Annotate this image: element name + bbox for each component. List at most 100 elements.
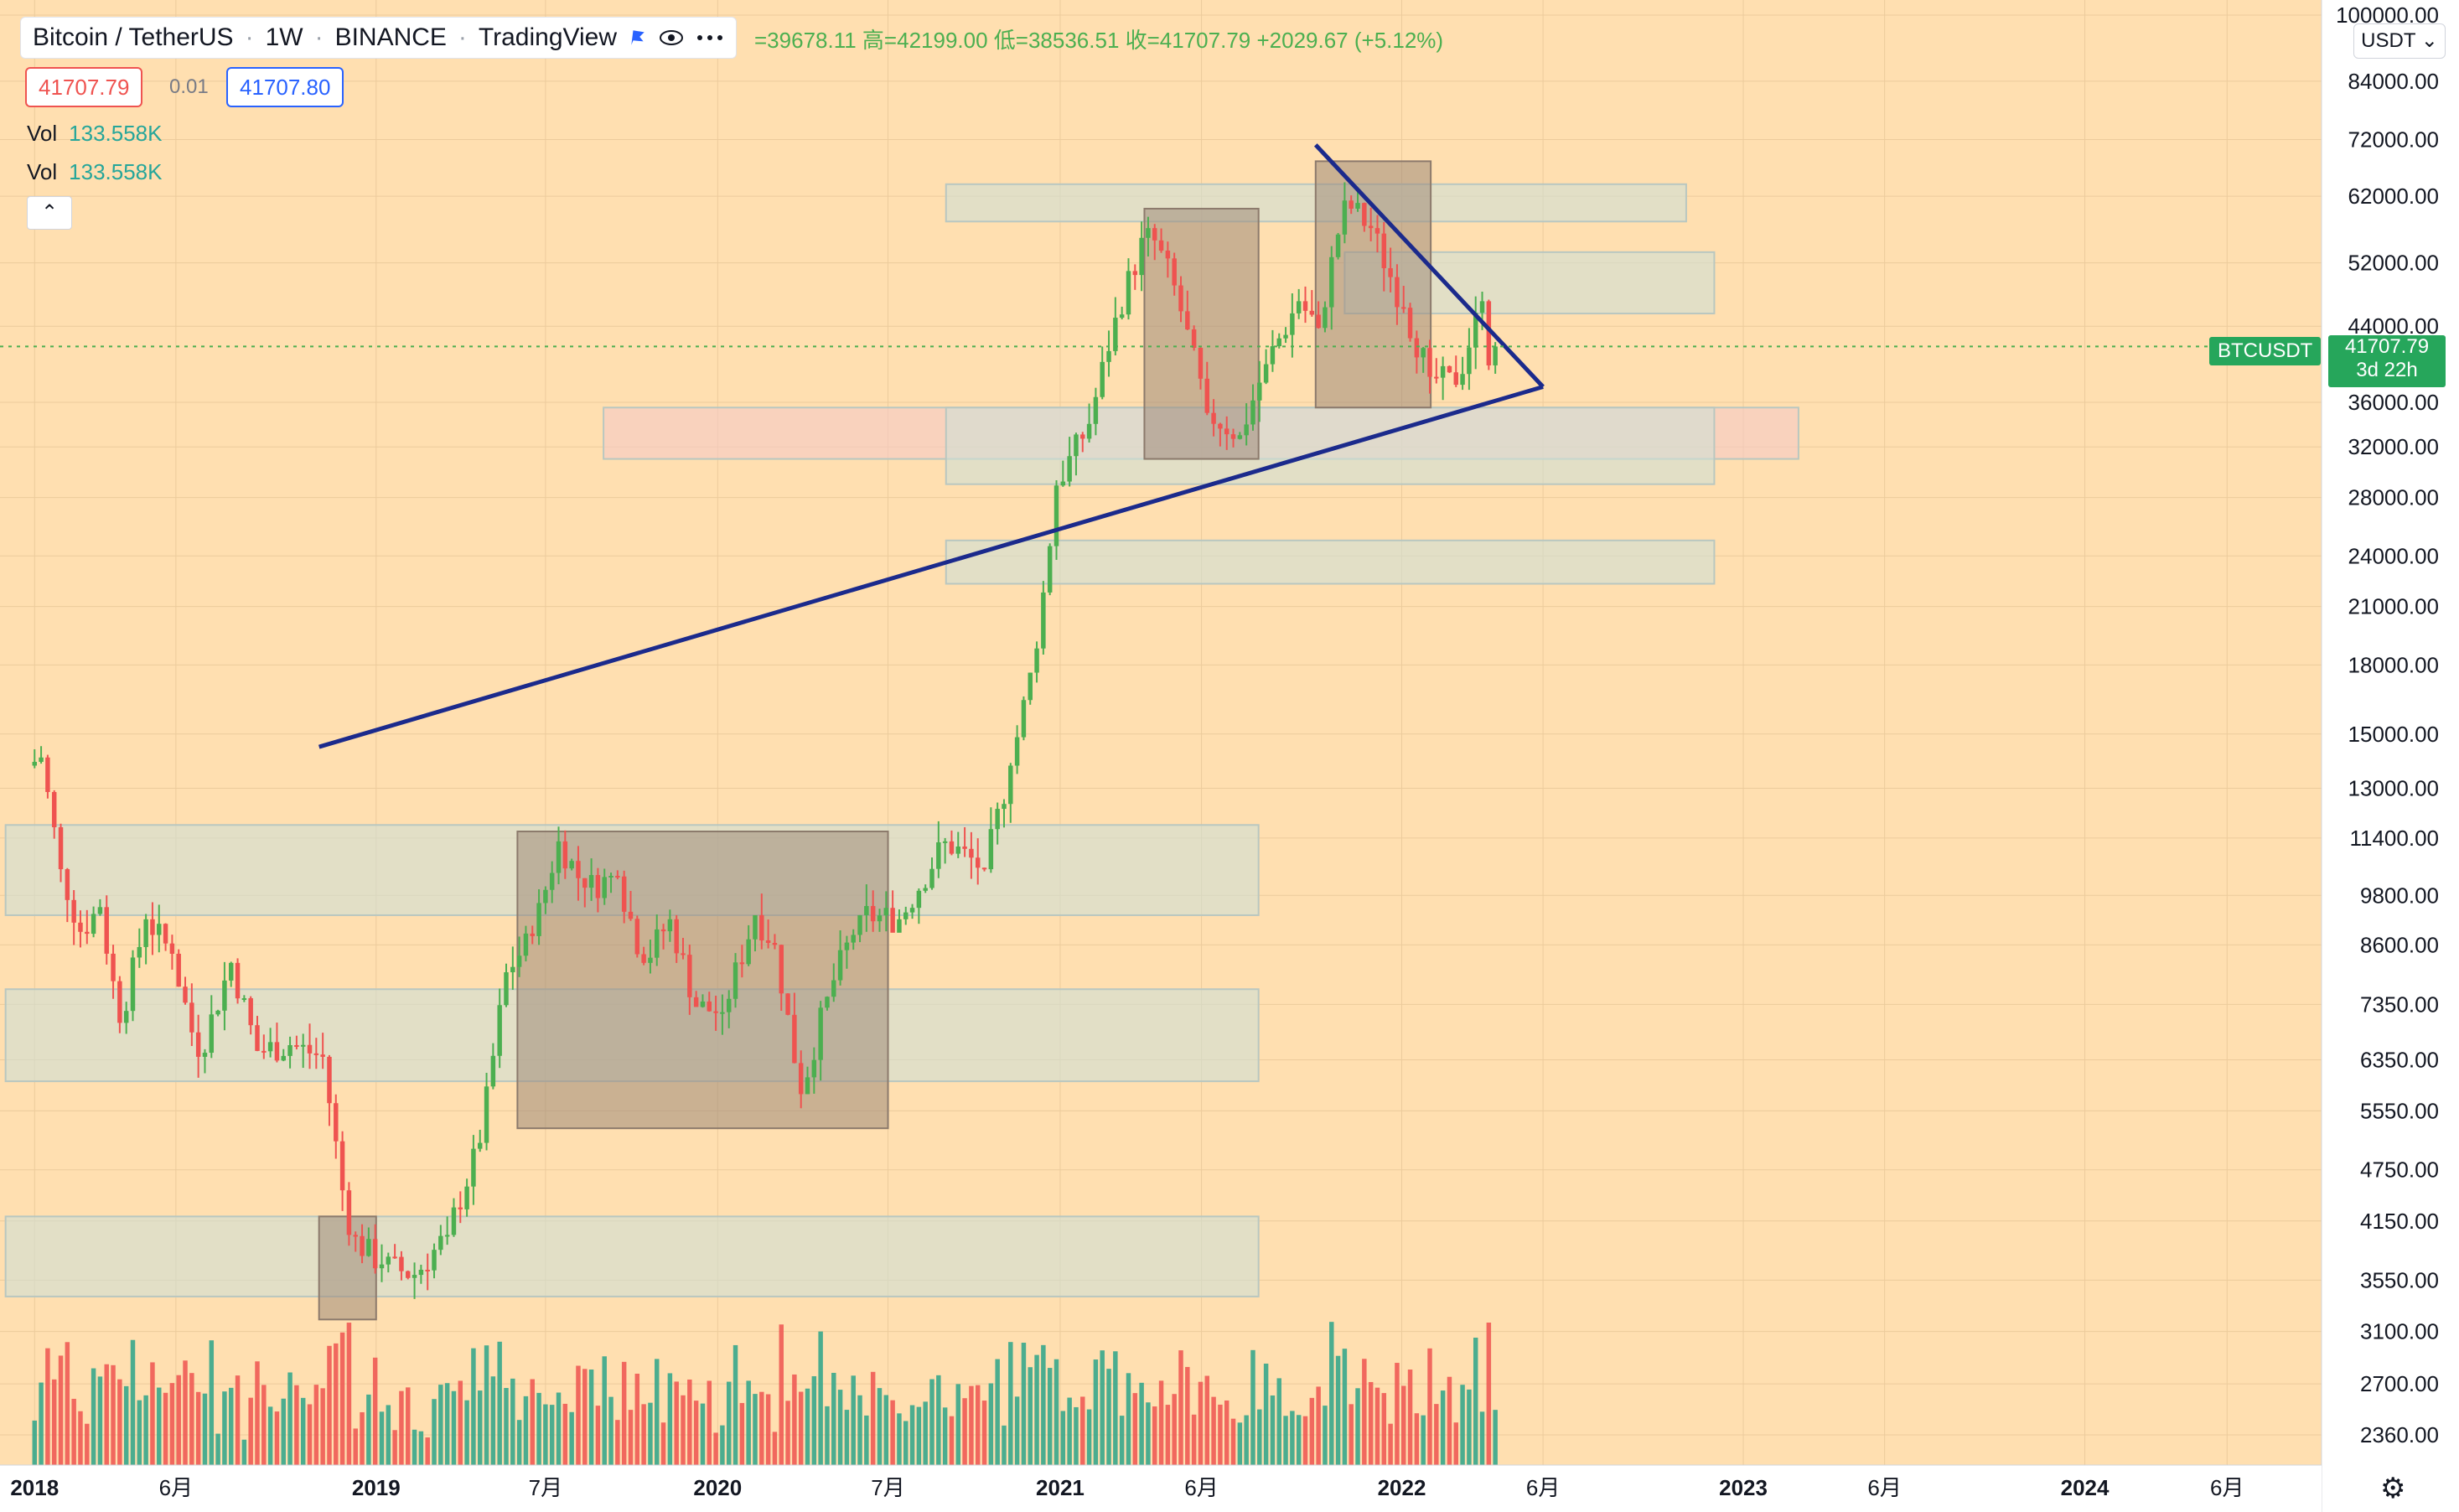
- volume-bar: [1368, 1381, 1374, 1465]
- candle-body: [1172, 258, 1177, 286]
- candle-body: [615, 875, 620, 878]
- candle-body: [386, 1256, 391, 1265]
- volume-bar: [346, 1323, 352, 1465]
- candle-body: [562, 841, 568, 869]
- candle-body: [432, 1250, 437, 1271]
- candle-body: [339, 1141, 345, 1191]
- candle-body: [1290, 313, 1295, 335]
- candle-body: [1008, 765, 1013, 805]
- symbol-title[interactable]: Bitcoin / TetherUS: [33, 23, 234, 51]
- candle-body: [1067, 456, 1072, 482]
- candle-body: [1002, 804, 1007, 810]
- volume-bar: [674, 1381, 679, 1465]
- volume-bar: [1080, 1396, 1085, 1465]
- volume-bar: [602, 1356, 607, 1465]
- volume-bar: [1270, 1395, 1276, 1465]
- currency-select[interactable]: USDT ⌄: [2353, 23, 2446, 59]
- volume-bar: [1349, 1404, 1354, 1465]
- volume-bar: [936, 1375, 941, 1465]
- gear-icon[interactable]: ⚙: [2380, 1473, 2406, 1504]
- candle-body: [1453, 372, 1458, 386]
- volume-bar: [1218, 1404, 1223, 1465]
- volume-bar: [562, 1403, 568, 1465]
- candle-body: [78, 922, 83, 932]
- candle-body: [1355, 203, 1360, 209]
- volume-bar: [379, 1411, 385, 1465]
- candle-body: [536, 903, 541, 936]
- volume-bar: [412, 1429, 417, 1465]
- volume-bar: [451, 1390, 457, 1465]
- candle-body: [1250, 400, 1255, 425]
- volume-bar: [261, 1385, 267, 1465]
- candle-body: [1158, 240, 1164, 251]
- candle-body: [458, 1207, 463, 1209]
- time-axis-panel[interactable]: [0, 1465, 2322, 1512]
- eye-icon[interactable]: [659, 28, 684, 47]
- volume-bar: [955, 1384, 961, 1465]
- time-tick-label: 2024: [2061, 1475, 2110, 1500]
- volume-bar: [39, 1382, 44, 1465]
- candle-body: [1395, 277, 1400, 308]
- candle-body: [1257, 382, 1262, 401]
- drawing-tools: [318, 143, 1545, 749]
- volume-bar: [1493, 1410, 1498, 1465]
- flag-icon[interactable]: [629, 28, 647, 47]
- volume-bar: [1067, 1397, 1072, 1465]
- buy-price-button[interactable]: 41707.80: [226, 67, 344, 107]
- volume-bar: [576, 1365, 581, 1465]
- volume-bar: [909, 1405, 915, 1465]
- volume-legend-1[interactable]: Vol 133.558K: [27, 121, 163, 146]
- price-axis-panel[interactable]: [2322, 0, 2459, 1512]
- volume-bar: [307, 1404, 313, 1465]
- candle-body: [1139, 237, 1144, 276]
- candle-body: [1146, 228, 1151, 238]
- interval-label[interactable]: 1W: [265, 23, 303, 51]
- volume-bar: [883, 1395, 889, 1465]
- volume-bar: [267, 1406, 273, 1465]
- volume-bar: [1355, 1388, 1360, 1465]
- volume-legend-2[interactable]: Vol 133.558K: [27, 159, 163, 184]
- volume-bar: [189, 1373, 194, 1465]
- trendline: [318, 385, 1544, 749]
- consolidation-box: [1314, 160, 1432, 409]
- sell-price-button[interactable]: 41707.79: [25, 67, 143, 107]
- candle-body: [471, 1148, 476, 1187]
- volume-bar: [615, 1420, 620, 1465]
- volume-bar: [549, 1405, 555, 1465]
- candle-body: [1093, 396, 1099, 424]
- price-tick-label: 28000.00: [2348, 485, 2439, 510]
- candle-body: [988, 829, 994, 870]
- volume-bar: [772, 1432, 778, 1465]
- candle-body: [641, 954, 646, 963]
- candle-body: [209, 1014, 215, 1054]
- volume-bar: [97, 1376, 103, 1465]
- candle-body: [825, 997, 830, 1008]
- candle-body: [569, 861, 574, 869]
- collapse-legend-button[interactable]: ⌃: [27, 196, 72, 230]
- candle-body: [406, 1271, 411, 1278]
- volume-bar: [864, 1415, 869, 1465]
- price-zone: [945, 539, 1716, 585]
- candle-body: [602, 877, 607, 898]
- candle-body: [58, 826, 64, 870]
- volume-bar: [687, 1379, 692, 1465]
- candle-body: [667, 919, 673, 932]
- candle-body: [464, 1186, 469, 1209]
- volume-bar: [543, 1404, 548, 1465]
- symbol-header[interactable]: Bitcoin / TetherUS · 1W · BINANCE · Trad…: [20, 17, 738, 59]
- volume-bar: [1434, 1404, 1439, 1465]
- volume-bar: [222, 1391, 227, 1465]
- candle-body: [1080, 434, 1085, 439]
- candle-body: [903, 912, 909, 919]
- volume-bar: [792, 1374, 797, 1465]
- candle-body: [281, 1055, 286, 1061]
- volume-bar: [432, 1399, 437, 1465]
- consolidation-box: [516, 831, 889, 1130]
- candle-body: [477, 1142, 483, 1149]
- more-icon[interactable]: [696, 34, 724, 42]
- candle-body: [798, 1063, 804, 1095]
- price-tick-label: 13000.00: [2348, 775, 2439, 800]
- price-zone: [4, 1215, 1260, 1297]
- last-price-tag: 41707.79 3d 22h: [2328, 335, 2446, 387]
